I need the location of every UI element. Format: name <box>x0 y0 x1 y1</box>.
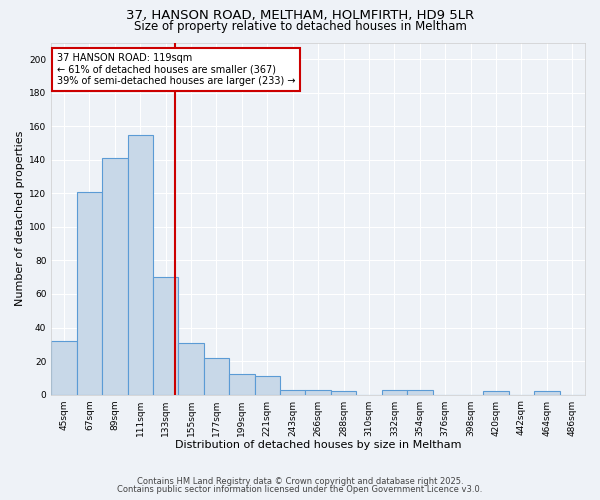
Text: 37, HANSON ROAD, MELTHAM, HOLMFIRTH, HD9 5LR: 37, HANSON ROAD, MELTHAM, HOLMFIRTH, HD9… <box>126 9 474 22</box>
Bar <box>102 158 128 394</box>
Text: 37 HANSON ROAD: 119sqm
← 61% of detached houses are smaller (367)
39% of semi-de: 37 HANSON ROAD: 119sqm ← 61% of detached… <box>56 53 295 86</box>
Bar <box>382 390 407 394</box>
Text: Contains HM Land Registry data © Crown copyright and database right 2025.: Contains HM Land Registry data © Crown c… <box>137 477 463 486</box>
Bar <box>407 390 433 394</box>
Text: Size of property relative to detached houses in Meltham: Size of property relative to detached ho… <box>134 20 466 33</box>
Bar <box>484 391 509 394</box>
Bar <box>178 342 204 394</box>
X-axis label: Distribution of detached houses by size in Meltham: Distribution of detached houses by size … <box>175 440 461 450</box>
Bar <box>305 390 331 394</box>
Bar <box>51 341 77 394</box>
Bar <box>534 391 560 394</box>
Bar <box>153 277 178 394</box>
Bar <box>229 374 254 394</box>
Bar <box>254 376 280 394</box>
Bar <box>280 390 305 394</box>
Y-axis label: Number of detached properties: Number of detached properties <box>15 131 25 306</box>
Bar <box>128 134 153 394</box>
Bar <box>331 391 356 394</box>
Bar <box>204 358 229 395</box>
Text: Contains public sector information licensed under the Open Government Licence v3: Contains public sector information licen… <box>118 485 482 494</box>
Bar <box>77 192 102 394</box>
